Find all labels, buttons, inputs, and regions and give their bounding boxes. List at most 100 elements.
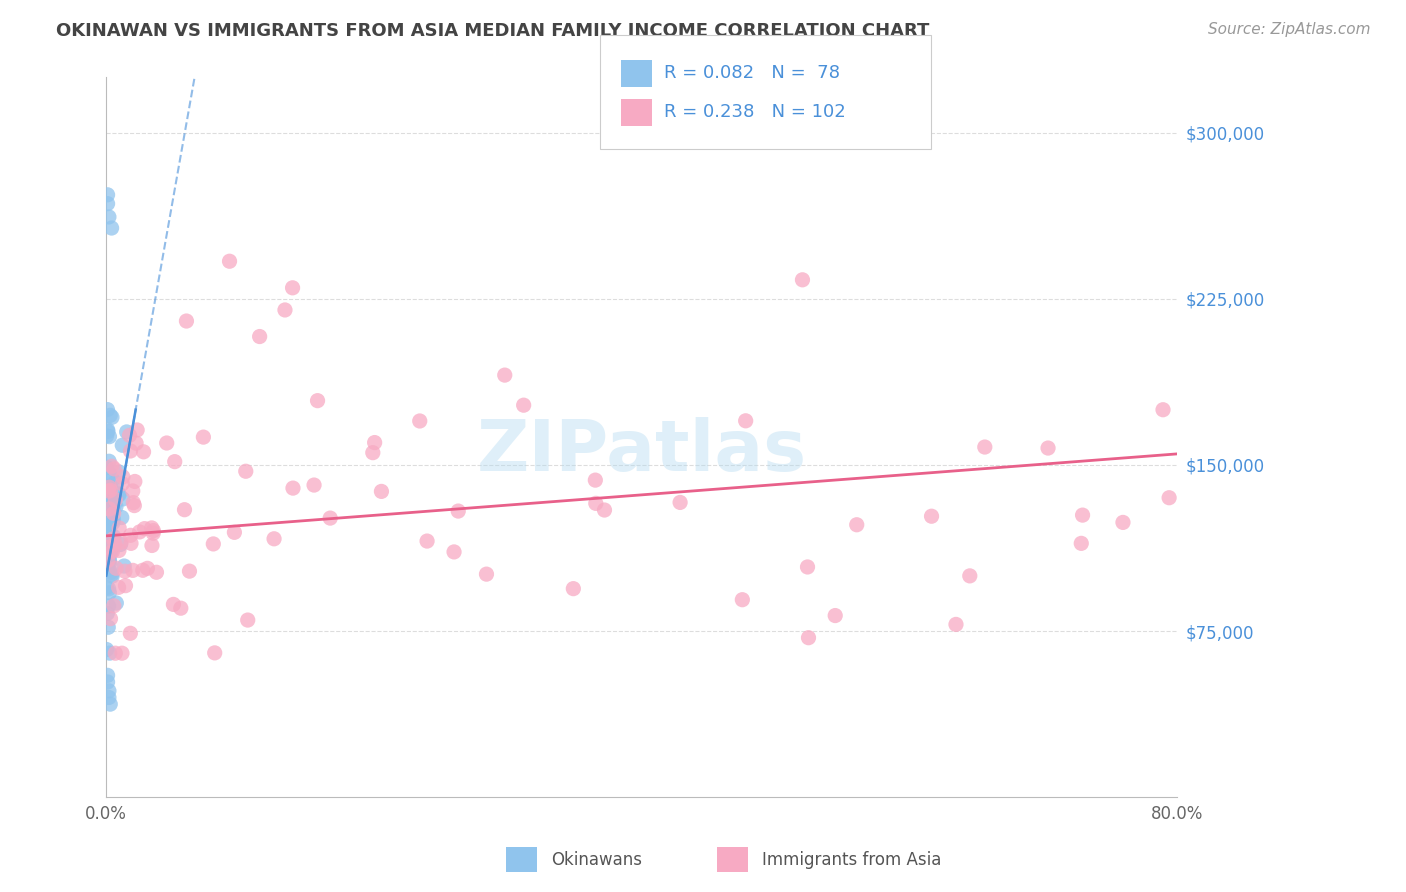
Point — [96, 581, 118, 595]
Y-axis label: Median Family Income: Median Family Income — [0, 344, 8, 530]
Point — [100, 566, 122, 580]
Point — [97, 423, 120, 437]
Point — [1152, 402, 1174, 417]
Point — [176, 314, 198, 328]
Point — [585, 496, 607, 510]
Point — [121, 563, 143, 577]
Point — [173, 502, 195, 516]
Point — [281, 281, 304, 295]
Text: Okinawans: Okinawans — [551, 851, 643, 869]
Point — [96, 607, 118, 621]
Point — [97, 196, 120, 211]
Point — [97, 547, 120, 561]
Text: R = 0.238   N = 102: R = 0.238 N = 102 — [664, 103, 845, 121]
Point — [179, 564, 201, 578]
Point — [96, 482, 118, 496]
Point — [163, 455, 186, 469]
Point — [98, 429, 121, 443]
Point — [319, 511, 342, 525]
Point — [104, 492, 127, 507]
Point — [100, 543, 122, 558]
Point — [98, 467, 121, 481]
Point — [162, 598, 184, 612]
Point — [96, 429, 118, 443]
Point — [97, 683, 120, 698]
Point — [141, 521, 163, 535]
Point — [110, 535, 132, 549]
Point — [96, 642, 118, 657]
Point — [224, 525, 246, 540]
Point — [416, 534, 439, 549]
Point — [104, 537, 127, 551]
Point — [973, 440, 995, 454]
Point — [98, 502, 121, 516]
Point — [97, 562, 120, 576]
Point — [307, 393, 329, 408]
Point — [409, 414, 432, 428]
Point — [98, 556, 121, 570]
Point — [142, 526, 165, 541]
Point — [447, 504, 470, 518]
Point — [100, 483, 122, 498]
Point — [101, 502, 124, 516]
Point — [111, 491, 134, 506]
Point — [104, 475, 127, 490]
Point — [101, 544, 124, 558]
Point — [103, 599, 125, 613]
Point — [170, 601, 193, 615]
Point — [824, 608, 846, 623]
Point — [475, 567, 498, 582]
Point — [103, 532, 125, 546]
Point — [103, 507, 125, 521]
Point — [121, 483, 143, 498]
Point — [108, 465, 131, 479]
Point — [235, 464, 257, 478]
Point — [583, 473, 606, 487]
Point — [97, 481, 120, 495]
Point — [132, 563, 155, 577]
Point — [120, 536, 142, 550]
Point — [96, 497, 118, 511]
Point — [98, 454, 121, 468]
Point — [204, 646, 226, 660]
Point — [101, 473, 124, 487]
Point — [97, 582, 120, 596]
Point — [108, 487, 131, 501]
Point — [98, 543, 121, 558]
Point — [796, 560, 818, 574]
Point — [1071, 508, 1094, 522]
Text: Immigrants from Asia: Immigrants from Asia — [762, 851, 942, 869]
Point — [124, 475, 146, 489]
Text: Source: ZipAtlas.com: Source: ZipAtlas.com — [1208, 22, 1371, 37]
Point — [100, 612, 122, 626]
Point — [281, 481, 304, 495]
Point — [101, 516, 124, 530]
Point — [921, 509, 943, 524]
Point — [120, 528, 142, 542]
Point — [128, 524, 150, 539]
Point — [103, 499, 125, 513]
Point — [669, 495, 692, 509]
Point — [100, 492, 122, 507]
Point — [101, 569, 124, 583]
Point — [142, 524, 165, 538]
Point — [98, 517, 121, 532]
Point — [101, 504, 124, 518]
Point — [370, 484, 392, 499]
Point — [97, 425, 120, 439]
Point — [96, 402, 118, 417]
Point — [98, 539, 121, 553]
Text: R = 0.082   N =  78: R = 0.082 N = 78 — [664, 64, 839, 82]
Point — [110, 537, 132, 551]
Point — [1070, 536, 1092, 550]
Point — [494, 368, 516, 383]
Point — [98, 491, 121, 506]
Point — [236, 613, 259, 627]
Point — [792, 273, 814, 287]
Point — [134, 522, 156, 536]
Point — [97, 668, 120, 682]
Text: OKINAWAN VS IMMIGRANTS FROM ASIA MEDIAN FAMILY INCOME CORRELATION CHART: OKINAWAN VS IMMIGRANTS FROM ASIA MEDIAN … — [56, 22, 929, 40]
Point — [263, 532, 285, 546]
Point — [274, 302, 297, 317]
Point — [132, 445, 155, 459]
